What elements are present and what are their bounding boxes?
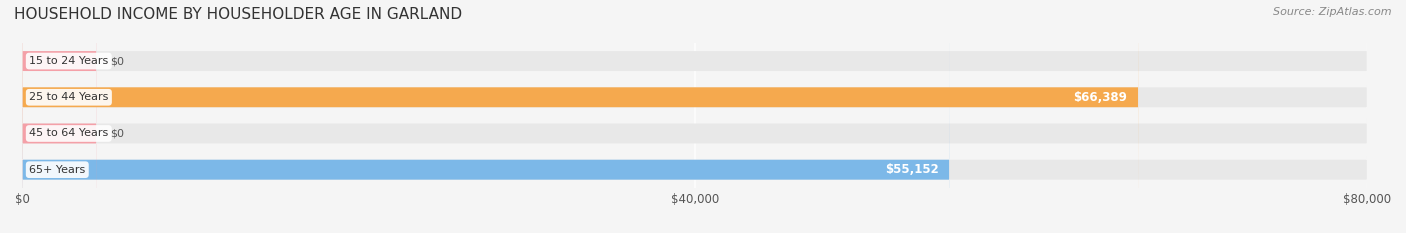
Text: $0: $0 — [110, 128, 124, 138]
Text: $66,389: $66,389 — [1074, 91, 1128, 104]
Text: 15 to 24 Years: 15 to 24 Years — [30, 56, 108, 66]
Text: 25 to 44 Years: 25 to 44 Years — [30, 92, 108, 102]
Text: $55,152: $55,152 — [884, 163, 939, 176]
Text: $0: $0 — [110, 56, 124, 66]
Text: 65+ Years: 65+ Years — [30, 165, 86, 175]
FancyBboxPatch shape — [22, 0, 949, 233]
FancyBboxPatch shape — [22, 0, 97, 233]
Text: HOUSEHOLD INCOME BY HOUSEHOLDER AGE IN GARLAND: HOUSEHOLD INCOME BY HOUSEHOLDER AGE IN G… — [14, 7, 463, 22]
FancyBboxPatch shape — [22, 0, 1139, 233]
FancyBboxPatch shape — [22, 0, 1367, 233]
FancyBboxPatch shape — [22, 0, 1367, 233]
FancyBboxPatch shape — [22, 0, 1367, 233]
FancyBboxPatch shape — [22, 0, 1367, 233]
FancyBboxPatch shape — [22, 0, 97, 233]
Text: Source: ZipAtlas.com: Source: ZipAtlas.com — [1274, 7, 1392, 17]
Text: 45 to 64 Years: 45 to 64 Years — [30, 128, 108, 138]
